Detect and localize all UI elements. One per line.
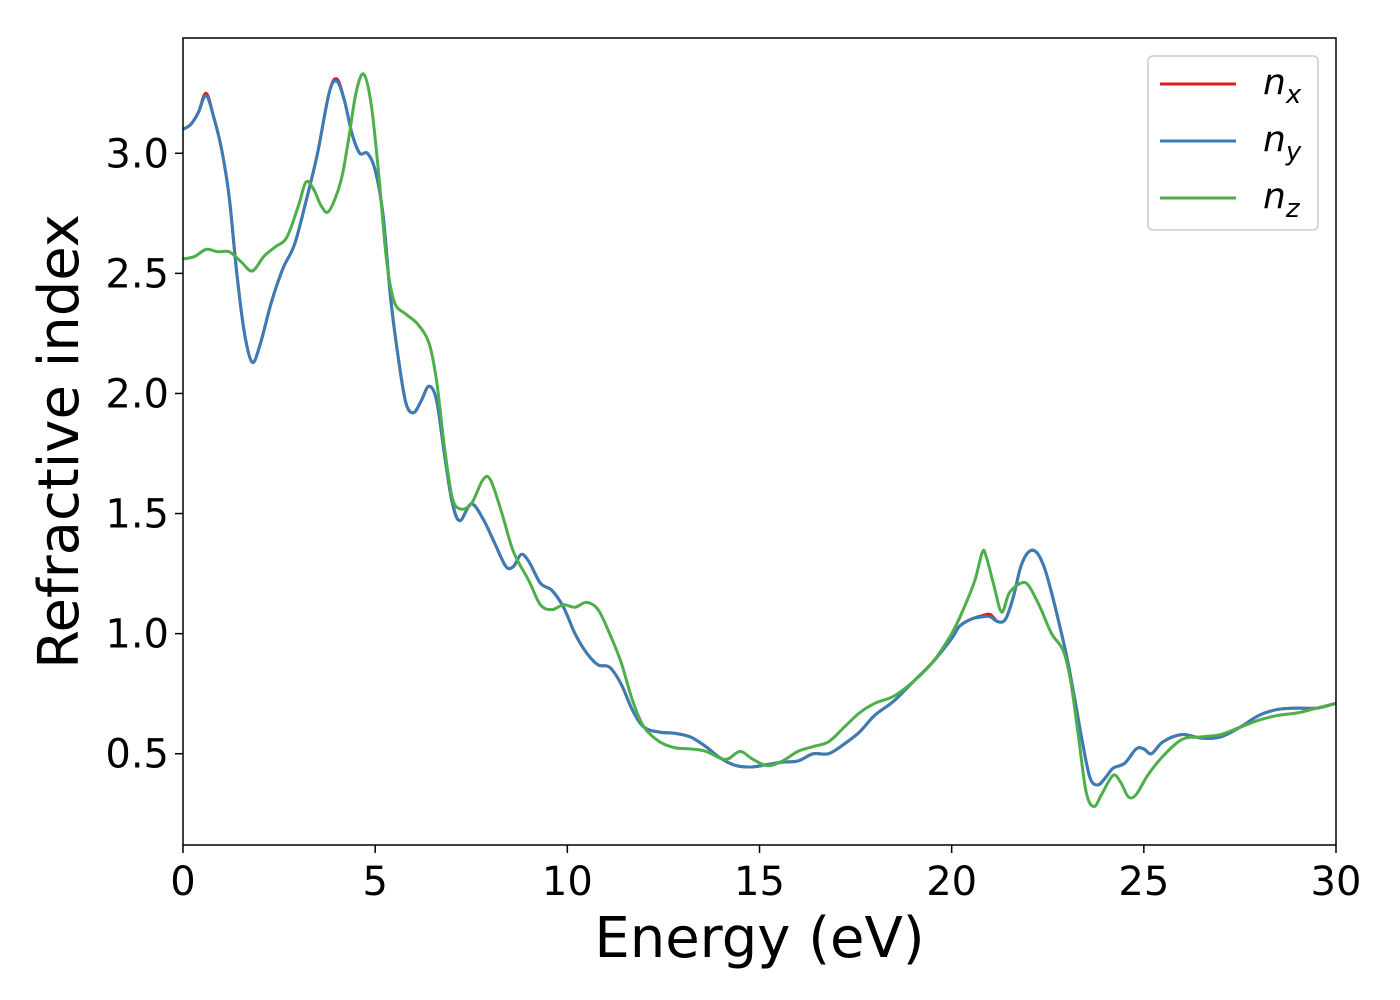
legend-label: nz <box>1263 176 1301 224</box>
y-axis-label: Refractive index <box>27 214 92 669</box>
x-tick-label: 20 <box>926 859 977 905</box>
legend-label-main: n <box>1263 119 1286 160</box>
series-line-n-z <box>183 72 1336 809</box>
x-tick-label: 10 <box>542 859 593 905</box>
y-tick-label: 3.0 <box>105 131 169 177</box>
x-tick-label: 5 <box>362 859 387 905</box>
y-tick-label: 2.5 <box>105 251 169 297</box>
legend-label-main: n <box>1263 176 1286 217</box>
legend-item-n-x: nx <box>1160 62 1302 110</box>
x-axis-label: Energy (eV) <box>594 906 924 971</box>
legend-label: nx <box>1263 62 1302 110</box>
y-tick-label: 1.5 <box>105 492 169 538</box>
legend-label-subscript: y <box>1285 137 1302 167</box>
y-tick-label: 2.0 <box>105 371 169 417</box>
y-tick-label: 1.0 <box>105 612 169 658</box>
x-tick-label: 0 <box>170 859 195 905</box>
legend-label-main: n <box>1263 62 1286 103</box>
series-layer <box>183 72 1336 809</box>
legend-item-n-y: ny <box>1160 119 1302 167</box>
y-axis-ticks: 0.5 1.0 1.5 2.0 2.5 3.0 <box>105 131 183 778</box>
legend-label-subscript: x <box>1285 80 1302 110</box>
x-axis-ticks: 0 5 10 15 20 25 30 <box>170 845 1361 905</box>
x-tick-label: 25 <box>1118 859 1169 905</box>
y-tick-label: 0.5 <box>105 732 169 778</box>
legend-label-subscript: z <box>1285 194 1301 224</box>
legend-box <box>1147 55 1319 231</box>
series-line-n-y <box>183 79 1336 787</box>
x-tick-label: 15 <box>734 859 785 905</box>
x-tick-label: 30 <box>1311 859 1362 905</box>
legend-item-n-z: nz <box>1160 176 1301 224</box>
legend-label: ny <box>1263 119 1302 167</box>
